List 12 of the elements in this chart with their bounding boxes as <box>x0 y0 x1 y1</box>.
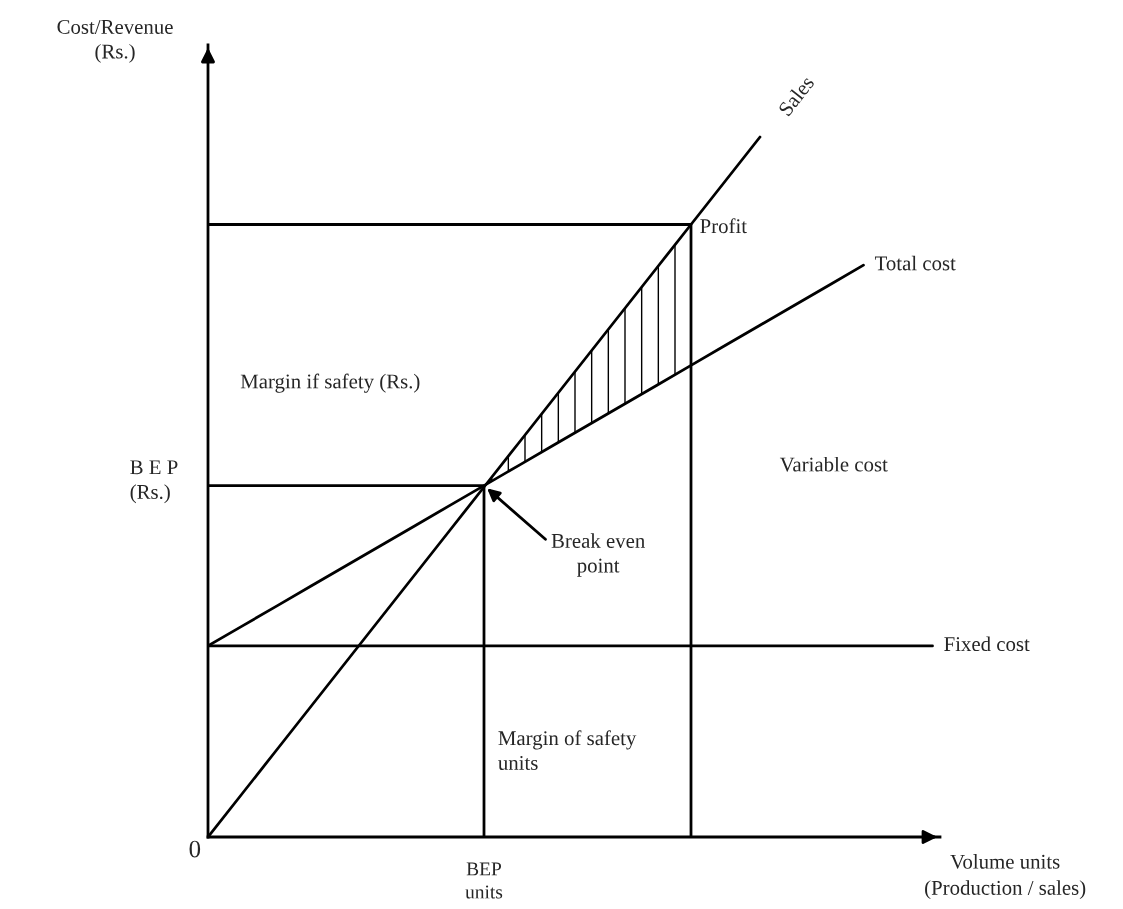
text: 0 <box>189 840 201 858</box>
annotation: Margin of safety units <box>498 730 637 770</box>
annotation: Margin if safety (Rs.) <box>240 373 420 393</box>
x-axis-title: Volume units (Production / sales) <box>925 854 1086 900</box>
y-axis-title: Cost/Revenue (Rs.) <box>57 19 173 63</box>
series-label: Fixed cost <box>944 636 1030 652</box>
series-label: Total cost <box>874 255 956 271</box>
text: B E P (Rs.) <box>130 460 178 504</box>
text: BEP units <box>465 862 503 899</box>
annotation: Variable cost <box>779 456 888 472</box>
annotation: Profit <box>700 218 747 234</box>
annotation: Break even point <box>551 533 645 577</box>
